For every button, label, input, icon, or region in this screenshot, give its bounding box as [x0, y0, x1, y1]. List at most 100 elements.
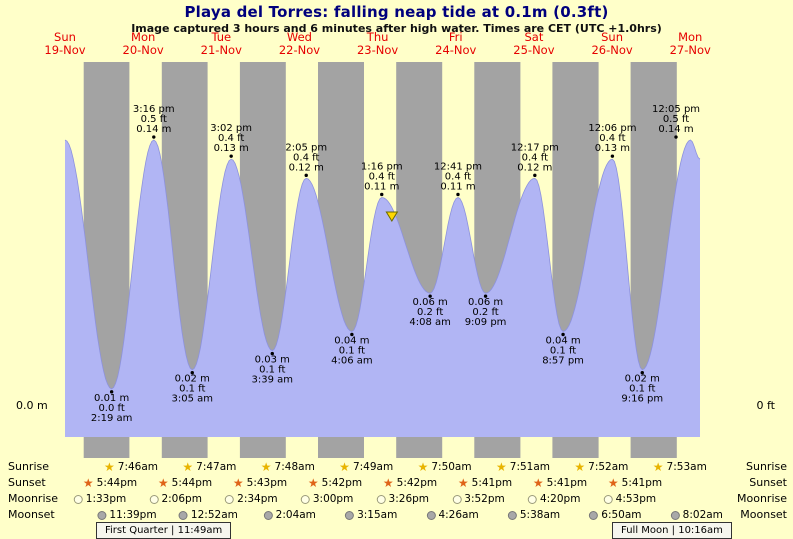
moonrise-time: 2:34pm — [225, 492, 278, 506]
sunset-time-label: 5:42pm — [321, 477, 363, 489]
moonset-time: 11:39pm — [97, 508, 157, 522]
low-tide-annotation: 2:19 am — [91, 413, 133, 424]
sunset-time-label: 5:44pm — [171, 477, 213, 489]
moonrise-time: 1:33pm — [73, 492, 127, 506]
row-label-moonset-left: Moonset — [8, 508, 55, 521]
moonset-time: 2:04am — [263, 508, 316, 522]
sunset-time-label: 5:41pm — [471, 477, 513, 489]
high-tide-annotation: 0.12 m — [289, 162, 324, 173]
low-tide-annotation: 0.1 ft — [339, 345, 365, 356]
low-tide-annotation: 4:06 am — [331, 355, 373, 366]
low-tide-annotation: 0.1 ft — [179, 384, 205, 395]
current-time-marker-icon — [385, 211, 399, 222]
moonrise-time: 4:53pm — [603, 492, 657, 506]
moonset-time: 8:02am — [670, 508, 723, 522]
sunset-star-icon: ★ — [532, 476, 544, 490]
moonrise-moon-icon — [300, 494, 310, 504]
sunset-star-icon: ★ — [157, 476, 169, 490]
sunrise-time-label: 7:51am — [509, 461, 551, 473]
sunset-time: ★ 5:41pm — [533, 476, 587, 490]
sunset-star-icon: ★ — [607, 476, 619, 490]
high-tide-annotation: 0.14 m — [136, 124, 171, 135]
moonset-time-label: 3:15am — [357, 509, 398, 521]
moonrise-time-label: 3:00pm — [312, 493, 354, 505]
sunrise-time: ★ 7:46am — [104, 460, 158, 474]
tide-curve-line — [64, 139, 701, 390]
sunset-time-label: 5:44pm — [96, 477, 138, 489]
y-axis-label-feet: 0 ft — [756, 399, 776, 412]
sunrise-time: ★ 7:51am — [496, 460, 550, 474]
sunset-time-label: 5:43pm — [246, 477, 288, 489]
row-label-sunrise-left: Sunrise — [8, 460, 50, 473]
sunset-time: ★ 5:41pm — [608, 476, 662, 490]
low-tide-annotation: 0.2 ft — [472, 307, 498, 318]
moonset-moon-icon — [507, 510, 517, 520]
low-tide-annotation: 0.06 m — [413, 297, 448, 308]
high-tide-annotation: 0.14 m — [658, 124, 693, 135]
high-tide-annotation: 0.5 ft — [141, 114, 167, 125]
moonrise-moon-icon — [225, 494, 235, 504]
moonrise-time-label: 2:34pm — [237, 493, 278, 505]
date-label: Sun 26-Nov — [591, 30, 633, 57]
sunset-time: ★ 5:42pm — [383, 476, 437, 490]
sunset-star-icon: ★ — [457, 476, 469, 490]
high-tide-dot — [456, 192, 460, 197]
moonrise-moon-icon — [603, 494, 613, 504]
high-tide-annotation: 3:16 pm — [133, 104, 175, 115]
high-tide-annotation: 12:06 pm — [588, 123, 636, 134]
low-tide-dot — [190, 371, 194, 375]
moonset-time-label: 11:39pm — [109, 509, 157, 521]
sunrise-time: ★ 7:47am — [182, 460, 236, 474]
date-label: Sun 19-Nov — [44, 30, 86, 57]
moonrise-time-label: 4:53pm — [615, 493, 657, 505]
high-tide-annotation: 0.4 ft — [293, 152, 319, 163]
sunset-star-icon: ★ — [82, 476, 94, 490]
high-tide-annotation: 1:16 pm — [361, 161, 403, 172]
high-tide-dot — [533, 173, 537, 178]
sunrise-star-icon: ★ — [574, 460, 586, 474]
moonset-moon-icon — [97, 510, 107, 520]
sunset-star-icon: ★ — [232, 476, 244, 490]
low-tide-annotation: 0.1 ft — [550, 345, 576, 356]
row-label-sunrise-right: Sunrise — [745, 460, 787, 473]
sunset-time: ★ 5:42pm — [308, 476, 362, 490]
moonrise-time: 4:20pm — [527, 492, 580, 506]
date-label: Thu 23-Nov — [356, 30, 399, 57]
low-tide-annotation: 0.03 m — [255, 355, 290, 366]
moonset-time: 5:38am — [507, 508, 560, 522]
high-tide-dot — [380, 192, 384, 197]
high-tide-annotation: 2:05 pm — [285, 142, 327, 153]
high-tide-annotation: 0.13 m — [214, 143, 249, 154]
sunset-star-icon: ★ — [382, 476, 394, 490]
low-tide-dot — [350, 332, 354, 337]
moonrise-moon-icon — [527, 494, 537, 504]
date-label: Tue 21-Nov — [200, 30, 242, 57]
low-tide-annotation: 0.1 ft — [259, 365, 285, 376]
moonset-time-label: 4:26am — [438, 509, 479, 521]
sunrise-time: ★ 7:50am — [418, 460, 472, 474]
sunrise-time-label: 7:47am — [196, 461, 237, 473]
moonset-time-label: 6:50am — [601, 509, 642, 521]
high-tide-dot — [152, 135, 156, 139]
high-tide-dot — [610, 154, 615, 158]
low-tide-annotation: 9:16 pm — [621, 394, 663, 405]
date-label: Wed 22-Nov — [278, 30, 321, 57]
low-tide-dot — [483, 294, 488, 298]
low-tide-annotation: 0.0 ft — [98, 403, 124, 414]
moonset-time: 6:50am — [589, 508, 642, 522]
moonrise-time-label: 1:33pm — [85, 493, 127, 505]
date-label: Mon 20-Nov — [122, 30, 164, 57]
moonrise-time: 3:00pm — [300, 492, 354, 506]
high-tide-annotation: 0.4 ft — [369, 171, 395, 182]
moonrise-time: 3:52pm — [452, 492, 505, 506]
high-tide-annotation: 0.5 ft — [663, 114, 689, 125]
low-tide-dot — [109, 390, 114, 394]
moonset-time: 4:26am — [426, 508, 479, 522]
row-label-sunset-left: Sunset — [8, 476, 46, 489]
low-tide-annotation: 3:39 am — [252, 375, 294, 386]
sunset-time: ★ 5:43pm — [233, 476, 287, 490]
row-label-moonrise-right: Moonrise — [737, 492, 787, 505]
moon-phase-full-moon: Full Moon | 10:16am — [612, 522, 732, 539]
sunrise-time-label: 7:52am — [588, 461, 629, 473]
